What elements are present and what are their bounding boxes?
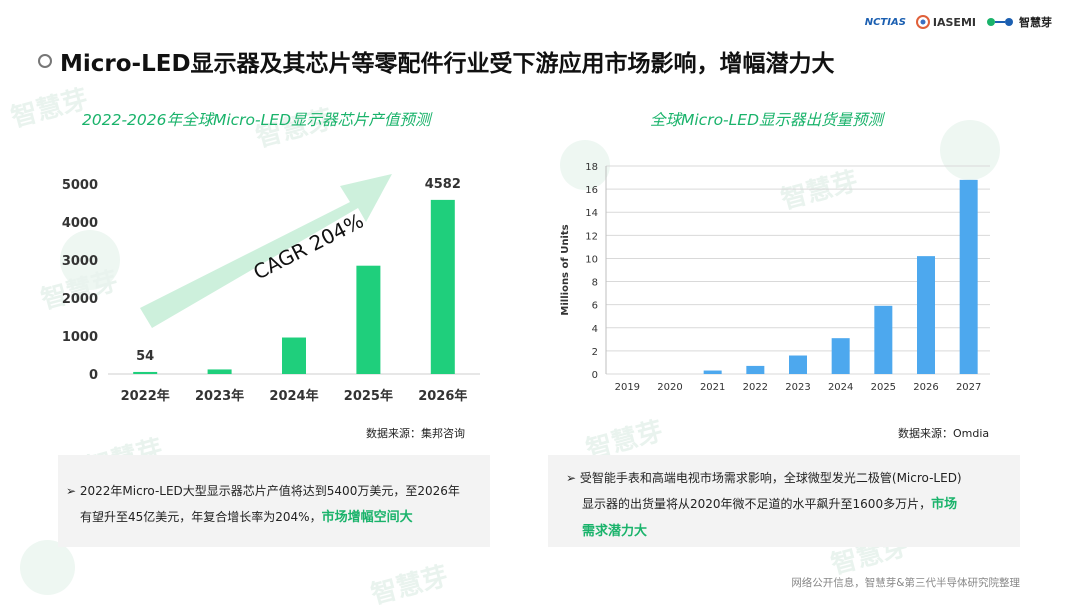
left-note-line2: 有望升至45亿美元，年复合增长率为204%，: [80, 510, 322, 524]
x-tick-label: 2025年: [344, 388, 393, 404]
y-tick-label: 0: [592, 370, 598, 381]
watermark: 智慧芽: [368, 561, 452, 611]
bar: [703, 370, 722, 374]
left-note: ➢ 2022年Micro-LED大型显示器芯片产值将达到5400万美元，至202…: [66, 478, 486, 531]
bar: [356, 265, 381, 374]
x-tick-label: 2024年: [269, 388, 318, 404]
x-tick-label: 2026年: [418, 388, 467, 404]
x-tick-label: 2024: [828, 382, 853, 393]
right-chart-title: 全球Micro-LED显示器出货量预测: [650, 111, 884, 129]
bar: [133, 371, 158, 374]
bullet-arrow-icon: ➢: [566, 471, 577, 485]
x-tick-label: 2023年: [195, 388, 244, 404]
bar: [831, 338, 850, 374]
left-note-line1: 2022年Micro-LED大型显示器芯片产值将达到5400万美元，至2026年: [79, 484, 460, 498]
x-tick-label: 2023: [785, 382, 810, 393]
bar: [874, 305, 893, 374]
page-title: Micro-LED显示器及其芯片等零配件行业受下游应用市场影响，增幅潜力大: [38, 44, 835, 78]
x-tick-label: 2026: [913, 382, 938, 393]
y-tick-label: 2: [592, 347, 598, 358]
y-tick-label: 5000: [62, 178, 98, 193]
watermark-dot: [940, 120, 1000, 180]
right-note: ➢ 受智能手表和高端电视市场需求影响，全球微型发光二极管(Micro-LED) …: [566, 465, 1016, 545]
y-tick-label: 6: [592, 301, 598, 312]
bar: [789, 355, 807, 374]
right-note-line2: 显示器的出货量将从2020年微不足道的水平飙升至1600多万片，: [582, 497, 932, 511]
bullet-arrow-icon: ➢: [66, 484, 77, 498]
x-tick-label: 2022: [743, 382, 768, 393]
bar: [746, 365, 765, 374]
y-tick-label: 4000: [62, 216, 98, 231]
y-tick-label: 4: [592, 324, 598, 335]
data-label: 54: [136, 349, 154, 364]
watermark-dot: [60, 230, 120, 290]
right-note-highlight-a: 市场: [931, 497, 958, 512]
y-tick-label: 2000: [62, 292, 98, 307]
logo-bar: NCTIAS IASEMI 智慧芽: [865, 14, 1052, 30]
x-tick-label: 2019: [615, 382, 640, 393]
watermark-dot: [20, 540, 75, 595]
zhihuiya-logo-text: 智慧芽: [1019, 16, 1052, 29]
y-tick-label: 1000: [62, 330, 98, 345]
watermark: 智慧芽: [8, 84, 92, 134]
left-note-highlight: 市场增幅空间大: [321, 510, 413, 525]
zhihuiya-mark-icon: [987, 18, 1013, 26]
left-note-box: [58, 455, 490, 547]
left-bar-chart: CAGR 204%0100020003000400050002022年54202…: [62, 174, 480, 404]
title-bullet-icon: [38, 54, 52, 68]
left-chart-source: 数据来源：集邦咨询: [366, 427, 465, 440]
page-title-text: Micro-LED显示器及其芯片等零配件行业受下游应用市场影响，增幅潜力大: [60, 51, 835, 77]
x-tick-label: 2021: [700, 382, 725, 393]
right-note-highlight-b: 需求潜力大: [582, 524, 648, 539]
right-note-line1: 受智能手表和高端电视市场需求影响，全球微型发光二极管(Micro-LED): [579, 471, 962, 485]
iasemi-logo: IASEMI: [915, 15, 976, 29]
bar: [917, 256, 935, 374]
x-tick-label: 2027: [956, 382, 981, 393]
right-bar-chart: 0 2 4 6 8 10 12 14 16 18 Millions of Units 2019 2020…: [560, 162, 990, 393]
y-tick-label: 3000: [62, 254, 98, 269]
bar: [959, 179, 978, 374]
iasemi-mark-icon: [915, 15, 930, 29]
iasemi-logo-text: IASEMI: [932, 15, 976, 29]
y-tick-label: 10: [585, 254, 598, 265]
y-tick-label: 8: [592, 278, 598, 289]
y-tick-label: 18: [585, 162, 598, 173]
watermark-dot: [560, 140, 610, 190]
y-axis-label: Millions of Units: [560, 224, 571, 315]
x-tick-label: 2020: [657, 382, 682, 393]
right-note-box: [548, 455, 1020, 547]
nctias-logo: NCTIAS: [864, 16, 906, 28]
cagr-arrow-icon: [140, 174, 392, 328]
right-chart-source: 数据来源：Omdia: [898, 427, 990, 440]
bar: [430, 199, 455, 374]
y-tick-label: 14: [585, 208, 598, 219]
bar: [207, 369, 232, 374]
left-chart-title: 2022-2026年全球Micro-LED显示器芯片产值预测: [82, 111, 431, 129]
zhihuiya-logo: 智慧芽: [986, 14, 1052, 30]
data-label: 4582: [425, 177, 461, 192]
x-tick-label: 2025: [871, 382, 896, 393]
y-tick-label: 16: [585, 185, 598, 196]
x-tick-label: 2022年: [121, 388, 170, 404]
footer-source: 网络公开信息，智慧芽&第三代半导体研究院整理: [791, 577, 1020, 589]
y-tick-label: 0: [89, 368, 98, 383]
y-tick-label: 12: [585, 231, 598, 242]
bar: [282, 337, 306, 374]
